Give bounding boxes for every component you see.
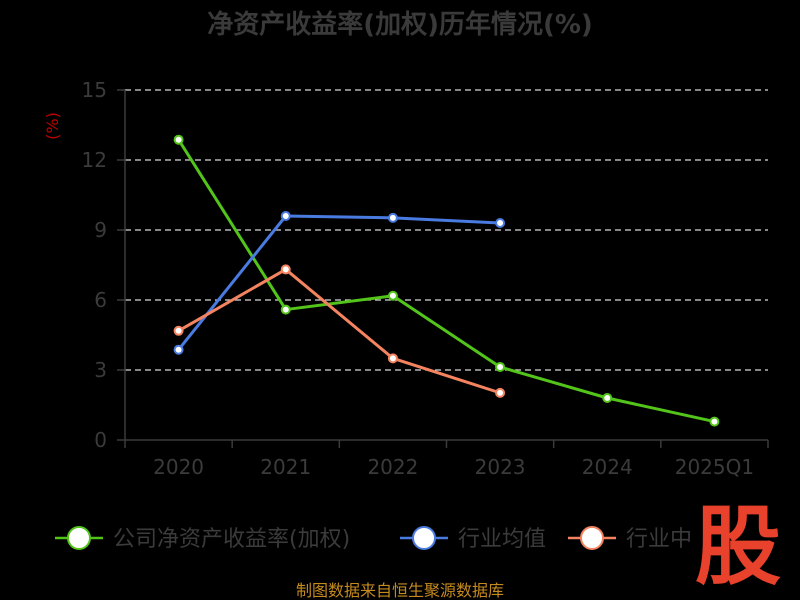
series-lines xyxy=(173,134,720,427)
data-point-0-2025Q1 xyxy=(709,416,720,427)
chart-title: 净资产收益率(加权)历年情况(%) xyxy=(207,9,593,40)
data-point-1-2022 xyxy=(387,212,398,223)
x-tick-label-2023: 2023 xyxy=(475,455,526,479)
legend-label-1: 行业均值 xyxy=(458,527,546,552)
legend-label-0: 公司净资产收益率(加权) xyxy=(113,527,350,552)
series-line-0 xyxy=(177,138,715,424)
x-tick-label-2021: 2021 xyxy=(260,455,311,479)
series-0 xyxy=(173,134,720,427)
gridlines xyxy=(125,89,768,371)
data-point-2-2023 xyxy=(495,387,506,398)
data-point-0-2020 xyxy=(173,134,184,145)
x-tick-label-2025Q1: 2025Q1 xyxy=(675,455,754,479)
y-tick-label-15: 15 xyxy=(82,78,107,102)
data-point-0-2024 xyxy=(602,393,613,403)
y-axis-unit-label: (%) xyxy=(43,112,62,140)
data-source-text: 制图数据来自恒生聚源数据库 xyxy=(296,581,504,600)
data-point-2-2021 xyxy=(280,264,291,275)
legend-marker-1 xyxy=(412,526,436,550)
series-line-1 xyxy=(177,214,501,351)
data-point-1-2021 xyxy=(280,211,291,221)
y-tick-label-0: 0 xyxy=(94,428,107,452)
data-point-0-2022 xyxy=(387,290,398,301)
x-tick-label-2024: 2024 xyxy=(582,455,633,479)
series-1 xyxy=(173,211,506,355)
y-tick-label-12: 12 xyxy=(82,148,107,172)
y-tick-label-3: 3 xyxy=(94,358,107,382)
y-tick-label-9: 9 xyxy=(94,218,107,242)
y-axis-ticks: 0 3 6 9 12 15 xyxy=(82,78,125,452)
x-tick-label-2022: 2022 xyxy=(367,455,418,479)
legend: 公司净资产收益率(加权) 行业均值 行业中 xyxy=(55,526,692,552)
series-line-2 xyxy=(177,267,501,395)
x-axis-ticks: 2020 2021 2022 2023 2024 2025Q1 xyxy=(124,440,769,479)
data-point-0-2021 xyxy=(280,304,291,315)
series-2 xyxy=(173,264,506,398)
data-point-1-2020 xyxy=(173,344,184,355)
axes xyxy=(124,90,768,441)
legend-label-2: 行业中 xyxy=(626,527,692,552)
data-point-1-2023 xyxy=(495,218,506,228)
data-point-0-2023 xyxy=(495,361,506,372)
legend-marker-2 xyxy=(580,526,604,550)
brand-logo: 股 xyxy=(695,497,781,597)
data-point-2-2022 xyxy=(387,353,398,364)
x-tick-label-2020: 2020 xyxy=(153,455,204,479)
data-point-2-2020 xyxy=(173,325,184,336)
legend-marker-0 xyxy=(67,526,91,550)
y-tick-label-6: 6 xyxy=(94,288,107,312)
